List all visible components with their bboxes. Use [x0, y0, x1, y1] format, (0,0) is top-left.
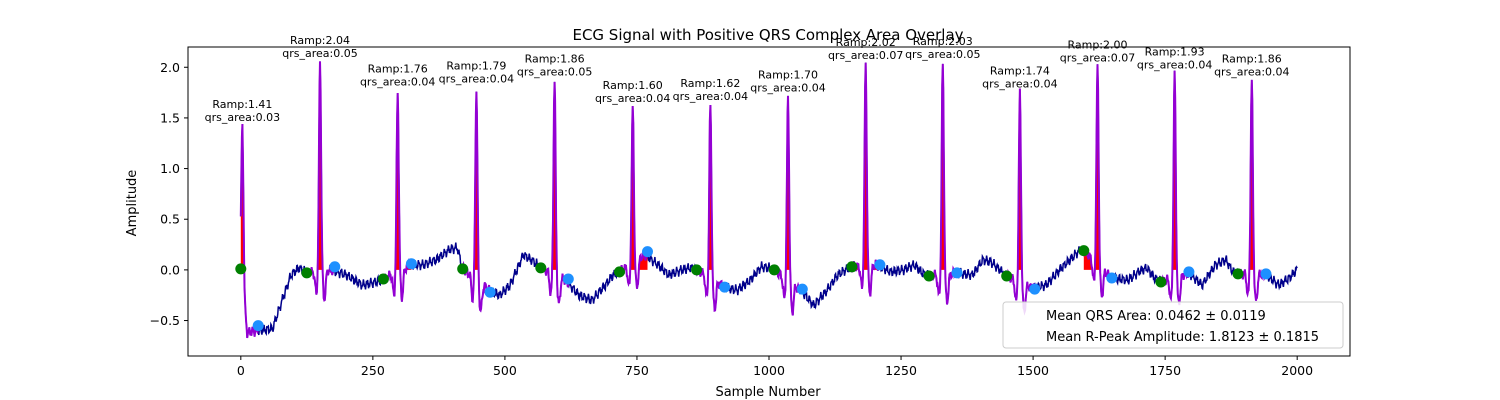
legend-box [1002, 301, 1344, 349]
y-tick-label-4: 1.5 [160, 110, 180, 125]
qrs-area-label-13: qrs_area:0.04 [1214, 65, 1289, 78]
x-tick-label-8: 2000 [1281, 363, 1313, 378]
x-tick-label-0: 0 [237, 363, 245, 378]
ramp-label-2: Ramp:1.76 [368, 63, 428, 76]
x-axis-ticks: 0 250 500 750 1000 1250 1500 1750 2000 [237, 356, 1313, 378]
qrs-offset-marker-5 [642, 246, 653, 258]
ramp-label-11: Ramp:2.00 [1067, 38, 1127, 51]
qrs-onset-marker-0 [235, 263, 247, 275]
qrs-area-label-12: qrs_area:0.04 [1137, 58, 1212, 71]
qrs-onset-marker-2 [377, 273, 389, 285]
x-tick-label-5: 1250 [885, 363, 917, 378]
qrs-area-fill-4 [540, 81, 569, 270]
qrs-offset-marker-6 [719, 281, 731, 293]
ramp-label-7: Ramp:1.70 [758, 69, 818, 82]
qrs-area-label-11: qrs_area:0.07 [1060, 51, 1135, 64]
qrs-onset-marker-13 [1232, 268, 1244, 280]
x-tick-label-1: 250 [361, 363, 385, 378]
beat-annotations: Ramp:1.41qrs_area:0.03Ramp:2.04qrs_area:… [205, 34, 1290, 124]
y-tick-label-5: 2.0 [160, 60, 180, 75]
qrs-offset-marker-7 [796, 283, 808, 295]
qrs-segment-13 [1237, 79, 1267, 301]
qrs-onset-marker-4 [535, 262, 547, 274]
qrs-onset-marker-11 [1078, 245, 1090, 257]
x-axis-label: Sample Number [715, 385, 821, 400]
qrs-onset-marker-5 [614, 266, 625, 278]
qrs-segment-0 [239, 123, 259, 339]
qrs-offset-marker-9 [951, 267, 963, 279]
qrs-onset-marker-8 [846, 261, 858, 273]
qrs-area-label-8: qrs_area:0.07 [828, 49, 903, 62]
ramp-label-3: Ramp:1.79 [446, 60, 506, 73]
qrs-onset-marker-6 [691, 264, 703, 276]
x-tick-label-7: 1750 [1149, 363, 1181, 378]
qrs-area-label-3: qrs_area:0.04 [439, 73, 514, 86]
qrs-area-label-4: qrs_area:0.05 [517, 65, 592, 78]
qrs-onset-marker-1 [301, 267, 313, 279]
qrs-offset-marker-0 [252, 320, 264, 332]
qrs-offset-marker-1 [329, 261, 341, 273]
y-tick-label-2: 0.5 [160, 212, 180, 227]
x-tick-label-2: 500 [493, 363, 517, 378]
ecg-signal-line [240, 61, 1298, 339]
y-tick-label-3: 1.0 [160, 161, 180, 176]
ramp-label-12: Ramp:1.93 [1145, 45, 1205, 58]
qrs-area-label-1: qrs_area:0.05 [282, 47, 357, 60]
ramp-label-1: Ramp:2.04 [290, 34, 350, 47]
legend-entry-qrs-area: Mean QRS Area: 0.0462 ± 0.0119 [1046, 309, 1266, 324]
ramp-label-10: Ramp:1.74 [990, 65, 1050, 78]
x-tick-label-4: 1000 [753, 363, 785, 378]
plot-area [235, 61, 1298, 339]
qrs-offset-marker-2 [405, 258, 417, 270]
qrs-area-fill-3 [462, 91, 491, 270]
y-axis-label: Amplitude [125, 170, 140, 237]
qrs-offset-marker-12 [1183, 266, 1195, 278]
qrs-offset-marker-11 [1106, 272, 1118, 284]
ramp-label-13: Ramp:1.86 [1222, 52, 1282, 65]
ramp-label-9: Ramp:2.03 [913, 35, 973, 48]
qrs-area-label-2: qrs_area:0.04 [360, 76, 435, 89]
qrs-area-label-10: qrs_area:0.04 [982, 78, 1057, 91]
ramp-label-4: Ramp:1.86 [525, 52, 585, 65]
chart-title: ECG Signal with Positive QRS Complex Are… [572, 26, 963, 44]
qrs-offset-marker-4 [562, 273, 574, 285]
ramp-label-8: Ramp:2.02 [836, 36, 896, 49]
qrs-onset-marker-9 [923, 270, 935, 282]
qrs-offset-marker-8 [874, 259, 886, 271]
qrs-onset-marker-10 [1001, 270, 1013, 282]
qrs-offset-marker-3 [484, 286, 496, 298]
qrs-onset-marker-3 [457, 263, 469, 275]
legend-entry-r-peak: Mean R-Peak Amplitude: 1.8123 ± 0.1815 [1046, 330, 1319, 345]
ramp-label-0: Ramp:1.41 [212, 98, 272, 111]
x-tick-label-3: 750 [625, 363, 649, 378]
qrs-onset-marker-12 [1155, 276, 1167, 288]
qrs-area-label-6: qrs_area:0.04 [673, 90, 748, 103]
qrs-offset-marker-10 [1029, 283, 1041, 295]
y-tick-label-0: −0.5 [150, 313, 180, 328]
qrs-onset-marker-7 [768, 264, 780, 276]
ramp-label-5: Ramp:1.60 [603, 79, 663, 92]
x-tick-label-6: 1500 [1017, 363, 1049, 378]
qrs-area-label-5: qrs_area:0.04 [595, 92, 670, 105]
qrs-area-label-7: qrs_area:0.04 [750, 82, 825, 95]
qrs-area-label-0: qrs_area:0.03 [205, 111, 280, 124]
ramp-label-6: Ramp:1.62 [680, 77, 740, 90]
qrs-offset-marker-13 [1260, 268, 1272, 280]
qrs-area-label-9: qrs_area:0.05 [905, 48, 980, 61]
y-tick-label-1: 0.0 [160, 262, 180, 277]
legend: Mean QRS Area: 0.0462 ± 0.0119 Mean R-Pe… [1002, 301, 1344, 349]
y-axis-ticks: −0.5 0.0 0.5 1.0 1.5 2.0 [150, 60, 188, 328]
